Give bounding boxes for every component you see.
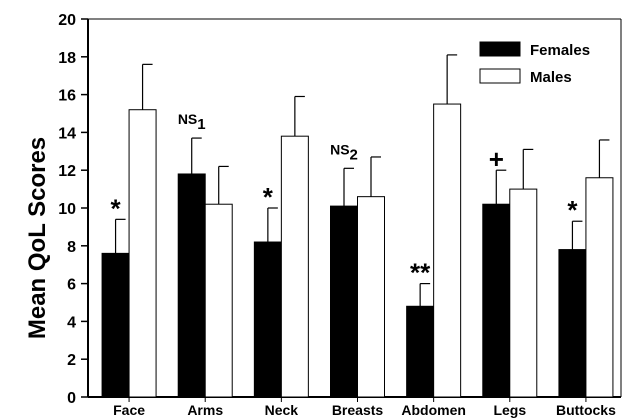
x-tick-label: Face: [113, 402, 145, 418]
plot-area: 0 2 4 6 8 10 12 14 16 18 20 Face * Arms NS1 Neck * Breast…: [58, 12, 622, 418]
annotation-label: +: [489, 144, 504, 174]
y-axis-label-group: Mean QoL Scores: [24, 137, 51, 339]
y-tick-label: 20: [58, 12, 76, 29]
bar: [433, 103, 462, 398]
legend-label: Males: [530, 69, 572, 86]
x-tick-label: Arms: [187, 402, 223, 418]
legend: Females Males: [479, 41, 590, 86]
annotation-label: *: [263, 182, 274, 212]
annotation-label: *: [567, 195, 578, 225]
bar: [280, 135, 309, 398]
y-tick-label: 0: [67, 390, 76, 407]
y-tick-label: 6: [67, 277, 76, 294]
y-tick-label: 14: [58, 125, 76, 142]
annotation-label: NS2: [330, 141, 358, 163]
legend-swatch: [479, 41, 521, 57]
bar: [330, 205, 358, 398]
bar: [128, 109, 157, 398]
x-tick-label: Neck: [265, 402, 299, 418]
bar: [253, 241, 282, 398]
x-tick-label: Breasts: [332, 402, 384, 418]
y-tick-label: 12: [58, 163, 76, 180]
y-tick-label: 8: [67, 239, 76, 256]
legend-swatch: [479, 68, 521, 84]
y-tick-label: 18: [58, 50, 76, 67]
legend-label: Females: [530, 42, 590, 59]
y-tick-label: 16: [58, 88, 76, 105]
bar: [406, 305, 435, 398]
bar: [509, 188, 538, 398]
bar: [357, 196, 385, 398]
annotation-label: NS1: [178, 111, 206, 133]
y-tick-label: 2: [67, 352, 76, 369]
annotation-label: **: [410, 258, 431, 288]
bar: [177, 173, 206, 398]
x-tick-label: Abdomen: [401, 402, 466, 418]
x-tick-label: Legs: [493, 402, 526, 418]
bar: [482, 203, 511, 398]
x-tick-label: Buttocks: [556, 402, 616, 418]
bar: [558, 249, 587, 398]
bar: [585, 177, 614, 398]
annotation-label: *: [111, 193, 122, 223]
bar: [204, 203, 233, 398]
y-tick-label: 4: [67, 314, 76, 331]
bar: [101, 252, 130, 398]
y-tick-label: 10: [58, 201, 76, 218]
y-axis-title: Mean QoL Scores: [24, 137, 51, 339]
